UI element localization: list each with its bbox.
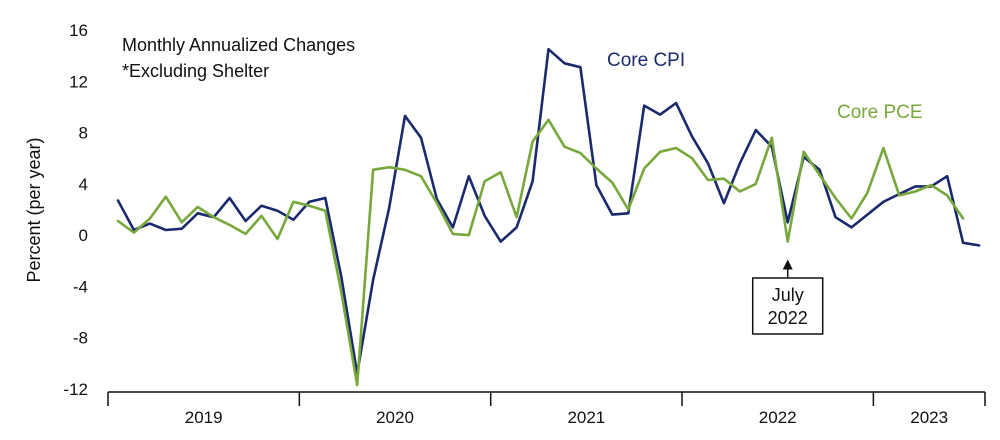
- note-line-1: Monthly Annualized Changes: [122, 35, 355, 55]
- x-year-label: 2023: [910, 408, 948, 427]
- y-tick-label: 0: [79, 226, 88, 245]
- chart-notes: Monthly Annualized Changes *Excluding Sh…: [122, 35, 355, 81]
- y-axis-title: Percent (per year): [24, 137, 44, 282]
- y-tick-label: 16: [69, 21, 88, 40]
- annotation-box: [751, 277, 824, 335]
- core-cpi-line: [116, 47, 981, 375]
- y-tick-label: -4: [73, 277, 88, 296]
- y-tick-label: 12: [69, 72, 88, 91]
- y-tick-label: -8: [73, 329, 88, 348]
- core-pce-label: Core PCE: [837, 102, 923, 123]
- x-year-label: 2022: [759, 408, 797, 427]
- x-year-label: 2020: [376, 408, 414, 427]
- july-2022-annotation: July 2022: [751, 259, 824, 335]
- x-year-labels: 2019 2020 2021 2022 2023: [185, 408, 948, 427]
- y-axis: -12 -8 -4 0 4 8 12 16 Percent (per year): [24, 21, 88, 399]
- y-tick-label: -12: [63, 380, 88, 399]
- annotation-arrow-head: [782, 259, 793, 270]
- y-tick-label: 8: [79, 124, 88, 143]
- series-group: [116, 47, 981, 387]
- x-year-label: 2019: [185, 408, 223, 427]
- annotation-text-line-2: 2022: [768, 308, 808, 328]
- annotation-text-line-1: July: [772, 285, 804, 305]
- x-year-label: 2021: [567, 408, 605, 427]
- core-pce-line: [116, 118, 965, 387]
- y-tick-label: 4: [79, 175, 88, 194]
- y-tick-labels: -12 -8 -4 0 4 8 12 16: [63, 21, 88, 399]
- x-axis: 2019 2020 2021 2022 2023: [107, 391, 986, 427]
- x-tick-marks: [107, 392, 986, 406]
- core-cpi-label: Core CPI: [607, 50, 685, 71]
- note-line-2: *Excluding Shelter: [122, 61, 269, 81]
